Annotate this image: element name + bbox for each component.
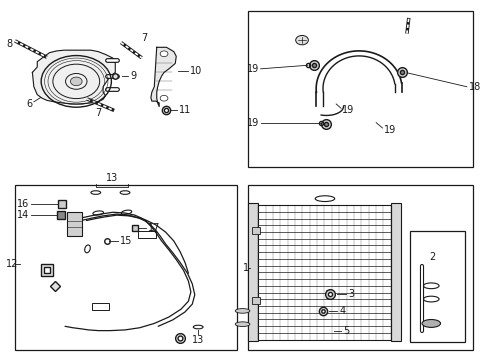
Text: 16: 16 <box>17 199 29 210</box>
Bar <box>252 297 259 304</box>
Text: 19: 19 <box>383 125 395 135</box>
Bar <box>390 203 400 341</box>
Bar <box>252 226 259 234</box>
Bar <box>248 12 472 167</box>
Bar <box>15 185 237 350</box>
Text: 14: 14 <box>17 210 29 220</box>
Text: 8: 8 <box>6 40 13 49</box>
Text: 15: 15 <box>120 236 132 246</box>
Text: 2: 2 <box>428 252 434 262</box>
Text: 6: 6 <box>26 99 32 109</box>
Text: 13: 13 <box>192 335 204 345</box>
Text: 3: 3 <box>347 289 353 299</box>
Bar <box>258 205 390 339</box>
Text: 7: 7 <box>141 33 147 43</box>
Text: 19: 19 <box>246 64 259 74</box>
Circle shape <box>160 95 167 101</box>
Ellipse shape <box>235 322 249 327</box>
Bar <box>92 303 109 310</box>
Circle shape <box>70 77 82 86</box>
Ellipse shape <box>421 319 440 327</box>
Bar <box>138 231 156 238</box>
Text: 10: 10 <box>189 66 202 76</box>
Text: 19: 19 <box>246 118 259 128</box>
Polygon shape <box>151 47 176 107</box>
Text: 17: 17 <box>148 224 160 233</box>
Text: 4: 4 <box>338 306 345 316</box>
Text: 9: 9 <box>130 71 136 81</box>
Text: 5: 5 <box>342 325 348 336</box>
Circle shape <box>295 36 308 45</box>
Text: 12: 12 <box>5 259 18 269</box>
Ellipse shape <box>235 309 249 313</box>
Bar <box>66 212 82 235</box>
Bar <box>409 231 464 342</box>
Bar <box>248 185 472 350</box>
Text: 11: 11 <box>178 105 190 115</box>
Circle shape <box>160 51 167 57</box>
Polygon shape <box>32 50 115 104</box>
Text: 1: 1 <box>243 263 249 273</box>
Text: 18: 18 <box>468 82 480 92</box>
Text: 19: 19 <box>341 105 353 115</box>
Text: 7: 7 <box>95 108 101 118</box>
Bar <box>248 203 258 341</box>
Text: 13: 13 <box>105 173 118 183</box>
